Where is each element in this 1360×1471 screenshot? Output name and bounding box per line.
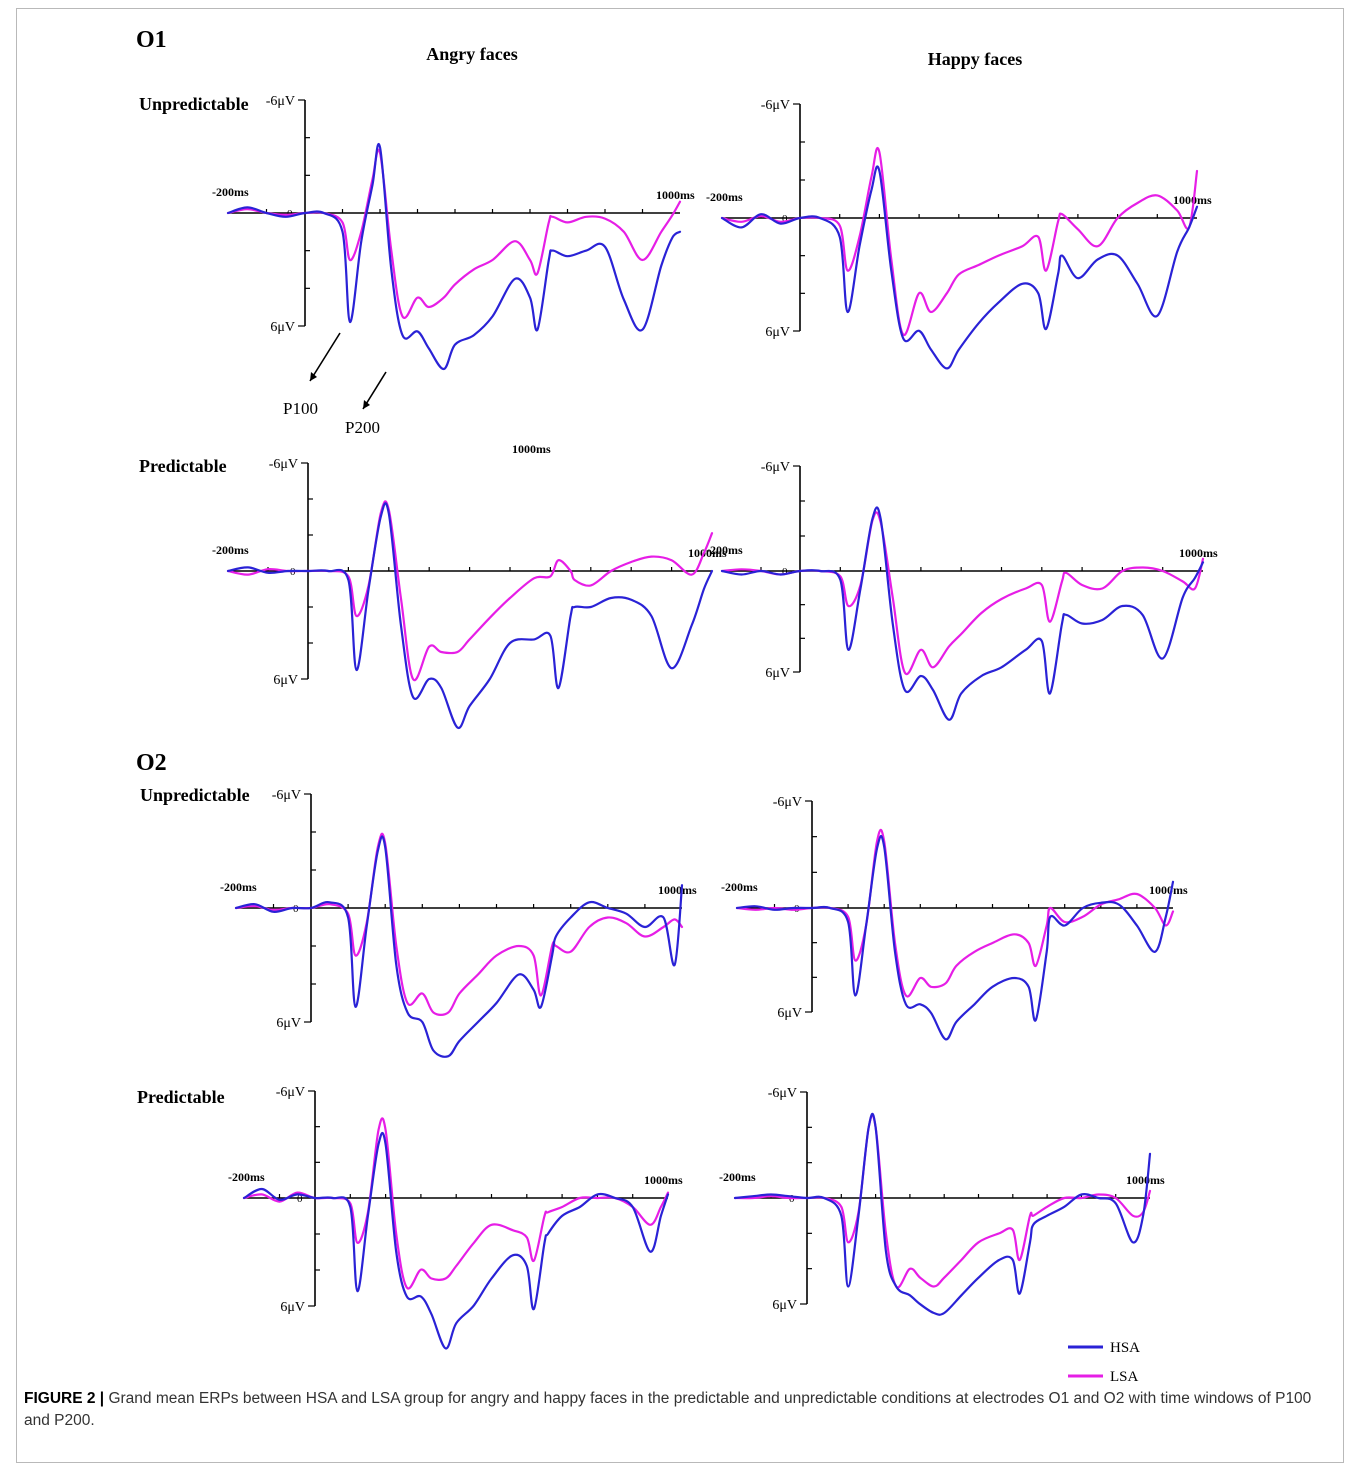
row-label-o2-unpredictable: Unpredictable xyxy=(140,785,250,805)
y-top-label: -6μV xyxy=(266,94,295,109)
waveform-lsa xyxy=(733,1114,1152,1289)
x-end-label: 1000ms xyxy=(688,546,727,560)
waveform-lsa xyxy=(242,1117,670,1290)
waveform-lsa xyxy=(735,828,1175,998)
y-bottom-label: 6μV xyxy=(270,320,295,335)
p200-arrowhead xyxy=(363,400,370,409)
p100-arrowhead xyxy=(310,372,317,381)
x-end-label: 1000ms xyxy=(644,1173,683,1187)
waveform-hsa xyxy=(242,1132,670,1350)
zero-label: 0 xyxy=(782,566,788,578)
peak-annotations: P100 P200 xyxy=(283,332,387,437)
x-end-label: 1000ms xyxy=(656,188,695,202)
column-title-happy: Happy faces xyxy=(928,49,1023,69)
x-end-label: 1000ms xyxy=(1149,883,1188,897)
figure-frame xyxy=(16,8,1344,1463)
x-start-label: -200ms xyxy=(706,190,743,204)
waveform-hsa xyxy=(234,835,684,1058)
waveform-hsa xyxy=(226,502,714,729)
section-label-o2: O2 xyxy=(136,750,167,776)
legend-hsa-label: HSA xyxy=(1110,1340,1140,1356)
y-top-label: -6μV xyxy=(272,788,301,803)
legend: HSA LSA xyxy=(1068,1340,1140,1385)
figure-caption: FIGURE 2 | Grand mean ERPs between HSA a… xyxy=(24,1388,1324,1432)
erp-panel-o2-predictable-angry: -6μV 6μV -200ms 1000ms 0 xyxy=(228,1085,683,1350)
y-top-label: -6μV xyxy=(761,98,790,113)
x-start-label: -200ms xyxy=(228,1170,265,1184)
x-start-label: -200ms xyxy=(721,880,758,894)
y-bottom-label: 6μV xyxy=(765,666,790,681)
y-bottom-label: 6μV xyxy=(273,673,298,688)
y-bottom-label: 6μV xyxy=(276,1016,301,1031)
y-top-label: -6μV xyxy=(269,457,298,472)
y-top-label: -6μV xyxy=(768,1086,797,1101)
row-label-o2-predictable: Predictable xyxy=(137,1087,225,1107)
erp-panel-o1-predictable-happy: -6μV 6μV -200ms 1000ms 0 xyxy=(706,460,1218,721)
x-start-label: -200ms xyxy=(212,543,249,557)
zero-label: 0 xyxy=(297,1193,303,1205)
waveform-lsa xyxy=(720,511,1205,676)
x-start-label: -200ms xyxy=(706,543,743,557)
y-bottom-label: 6μV xyxy=(765,325,790,340)
waveform-hsa xyxy=(226,143,682,371)
y-top-label: -6μV xyxy=(761,460,790,475)
waveform-lsa xyxy=(226,148,682,319)
waveform-hsa xyxy=(733,1112,1152,1316)
x-end-label: 1000ms xyxy=(658,883,697,897)
stray-time-label: 1000ms xyxy=(512,442,551,456)
y-top-label: -6μV xyxy=(773,795,802,810)
waveform-lsa xyxy=(226,500,714,682)
y-top-label: -6μV xyxy=(276,1085,305,1100)
erp-panel-o1-unpredictable-happy: -6μV 6μV -200ms 1000ms 0 xyxy=(706,98,1212,370)
x-end-label: 1000ms xyxy=(1179,546,1218,560)
waveform-hsa xyxy=(720,506,1205,721)
p100-label: P100 xyxy=(283,399,318,418)
p100-arrow xyxy=(309,332,341,382)
x-end-label: 1000ms xyxy=(1126,1173,1165,1187)
waveform-lsa xyxy=(720,147,1199,336)
legend-lsa-label: LSA xyxy=(1110,1369,1139,1385)
caption-text: Grand mean ERPs between HSA and LSA grou… xyxy=(24,1390,1312,1429)
zero-label: 0 xyxy=(782,213,788,225)
x-start-label: -200ms xyxy=(719,1170,756,1184)
y-bottom-label: 6μV xyxy=(777,1006,802,1021)
row-label-o1-unpredictable: Unpredictable xyxy=(139,94,249,114)
row-label-o1-predictable: Predictable xyxy=(139,456,227,476)
x-start-label: -200ms xyxy=(212,185,249,199)
x-end-label: 1000ms xyxy=(1173,193,1212,207)
p200-label: P200 xyxy=(345,418,380,437)
waveform-hsa xyxy=(720,165,1199,370)
x-start-label: -200ms xyxy=(220,880,257,894)
column-title-angry: Angry faces xyxy=(426,44,517,64)
y-bottom-label: 6μV xyxy=(280,1300,305,1315)
caption-label: FIGURE 2 | xyxy=(24,1390,105,1407)
section-label-o1: O1 xyxy=(136,27,167,53)
y-bottom-label: 6μV xyxy=(772,1298,797,1313)
waveform-lsa xyxy=(234,832,684,1016)
waveform-hsa xyxy=(735,835,1175,1041)
